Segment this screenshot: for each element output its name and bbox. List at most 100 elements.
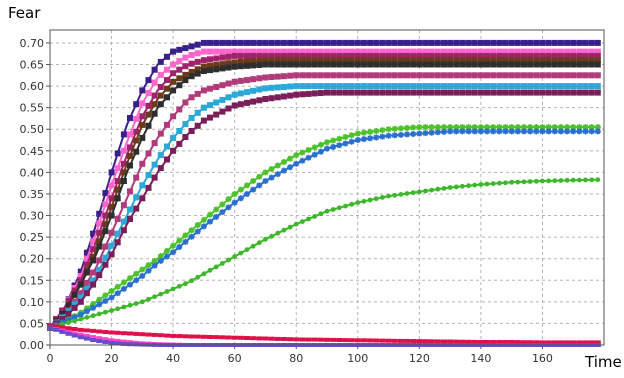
data-point	[262, 57, 269, 64]
data-point	[96, 266, 103, 273]
data-point	[280, 84, 287, 90]
data-point	[287, 224, 293, 230]
data-point	[151, 101, 158, 108]
data-point	[453, 39, 460, 46]
data-point	[434, 61, 441, 68]
data-point	[231, 48, 238, 55]
data-point	[256, 86, 263, 93]
data-point	[77, 268, 84, 275]
data-point	[354, 338, 361, 343]
data-point	[188, 52, 195, 58]
data-point	[392, 192, 398, 198]
data-point	[533, 128, 540, 135]
data-point	[108, 229, 115, 236]
data-point	[287, 39, 294, 46]
data-point	[127, 216, 133, 222]
data-point	[484, 57, 490, 64]
data-point	[422, 48, 429, 55]
data-point	[539, 124, 546, 131]
data-point	[231, 91, 238, 98]
data-point	[354, 137, 361, 144]
data-point	[539, 57, 546, 64]
data-point	[268, 174, 275, 181]
data-point	[96, 329, 103, 334]
data-point	[250, 62, 257, 69]
data-point	[342, 140, 349, 147]
data-point	[441, 57, 447, 64]
data-point	[416, 189, 422, 195]
series-7	[47, 83, 601, 331]
data-point	[490, 72, 497, 79]
data-point	[533, 61, 540, 68]
data-point	[557, 39, 564, 46]
data-point	[564, 340, 571, 345]
data-point	[521, 340, 527, 345]
data-point	[502, 48, 509, 55]
data-point	[471, 48, 478, 55]
data-point	[213, 84, 220, 90]
data-point	[157, 92, 164, 99]
data-point	[269, 233, 274, 239]
data-point	[114, 216, 121, 222]
data-point	[243, 182, 250, 189]
data-point	[527, 124, 534, 131]
data-point	[237, 52, 244, 59]
data-point	[213, 62, 220, 68]
data-point	[145, 111, 152, 118]
data-point	[521, 83, 527, 90]
data-point	[391, 72, 398, 79]
data-point	[588, 48, 595, 55]
y-tick-label: 0.30	[20, 210, 45, 223]
data-point	[397, 39, 404, 46]
data-point	[120, 331, 127, 336]
data-point	[108, 169, 115, 176]
data-point	[59, 325, 66, 330]
data-point	[213, 335, 220, 340]
data-point	[576, 57, 583, 64]
data-point	[71, 331, 78, 336]
data-point	[588, 83, 595, 90]
data-point	[557, 128, 564, 135]
data-point	[312, 214, 318, 219]
data-point	[139, 160, 146, 167]
data-point	[146, 296, 151, 302]
data-point	[514, 61, 521, 68]
data-point	[434, 72, 441, 79]
data-point	[145, 184, 152, 191]
data-point	[133, 301, 139, 306]
data-point	[564, 83, 571, 90]
data-point	[231, 78, 238, 85]
data-point	[163, 247, 170, 254]
data-point	[280, 93, 287, 100]
data-point	[416, 83, 423, 90]
data-point	[114, 283, 121, 290]
data-point	[336, 72, 343, 79]
data-point	[311, 90, 318, 97]
data-point	[311, 83, 318, 90]
series-5	[47, 61, 601, 331]
data-point	[120, 339, 127, 344]
data-point	[207, 48, 213, 55]
data-point	[465, 128, 472, 135]
data-point	[182, 121, 189, 128]
x-tick-label: 140	[470, 352, 491, 365]
x-axis-ticks: 0 20 40 60 80 100 120 140 160	[47, 345, 553, 365]
data-point	[114, 195, 121, 202]
data-point	[385, 57, 392, 64]
data-point	[139, 121, 146, 128]
data-point	[293, 91, 300, 98]
data-point	[521, 89, 527, 96]
data-point	[83, 328, 90, 333]
x-tick-label: 60	[228, 352, 242, 365]
data-point	[373, 48, 380, 55]
data-point	[287, 92, 294, 99]
data-point	[539, 72, 546, 79]
data-point	[551, 89, 558, 96]
data-point	[410, 61, 417, 68]
data-point	[250, 87, 257, 94]
data-point	[508, 72, 515, 79]
data-point	[170, 70, 177, 77]
data-point	[263, 236, 268, 242]
data-point	[71, 287, 78, 294]
data-point	[527, 179, 533, 184]
